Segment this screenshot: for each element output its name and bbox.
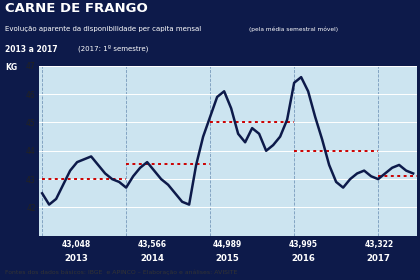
Text: Evolução aparente da disponibilidade per capita mensal: Evolução aparente da disponibilidade per… xyxy=(5,26,201,32)
Text: 43,566: 43,566 xyxy=(137,240,167,249)
Text: 2017: 2017 xyxy=(367,254,391,263)
Text: (pela média semestral móvel): (pela média semestral móvel) xyxy=(249,26,338,32)
Text: 2015: 2015 xyxy=(216,254,239,263)
Text: 2014: 2014 xyxy=(140,254,164,263)
Text: 2016: 2016 xyxy=(291,254,315,263)
Text: 43,048: 43,048 xyxy=(62,240,91,249)
Text: Fontes dos dados básicos: IBGE  e APINCO – Elaboração e análises: AVISITE: Fontes dos dados básicos: IBGE e APINCO … xyxy=(5,269,237,275)
Text: 2013: 2013 xyxy=(65,254,88,263)
Text: 43,322: 43,322 xyxy=(364,240,394,249)
Text: 43,995: 43,995 xyxy=(289,240,318,249)
Text: 44,989: 44,989 xyxy=(213,240,242,249)
Text: 2013 a 2017: 2013 a 2017 xyxy=(5,45,58,54)
Text: (2017: 1º semestre): (2017: 1º semestre) xyxy=(78,45,148,52)
Text: KG: KG xyxy=(5,62,17,71)
Text: CARNE DE FRANGO: CARNE DE FRANGO xyxy=(5,2,148,15)
